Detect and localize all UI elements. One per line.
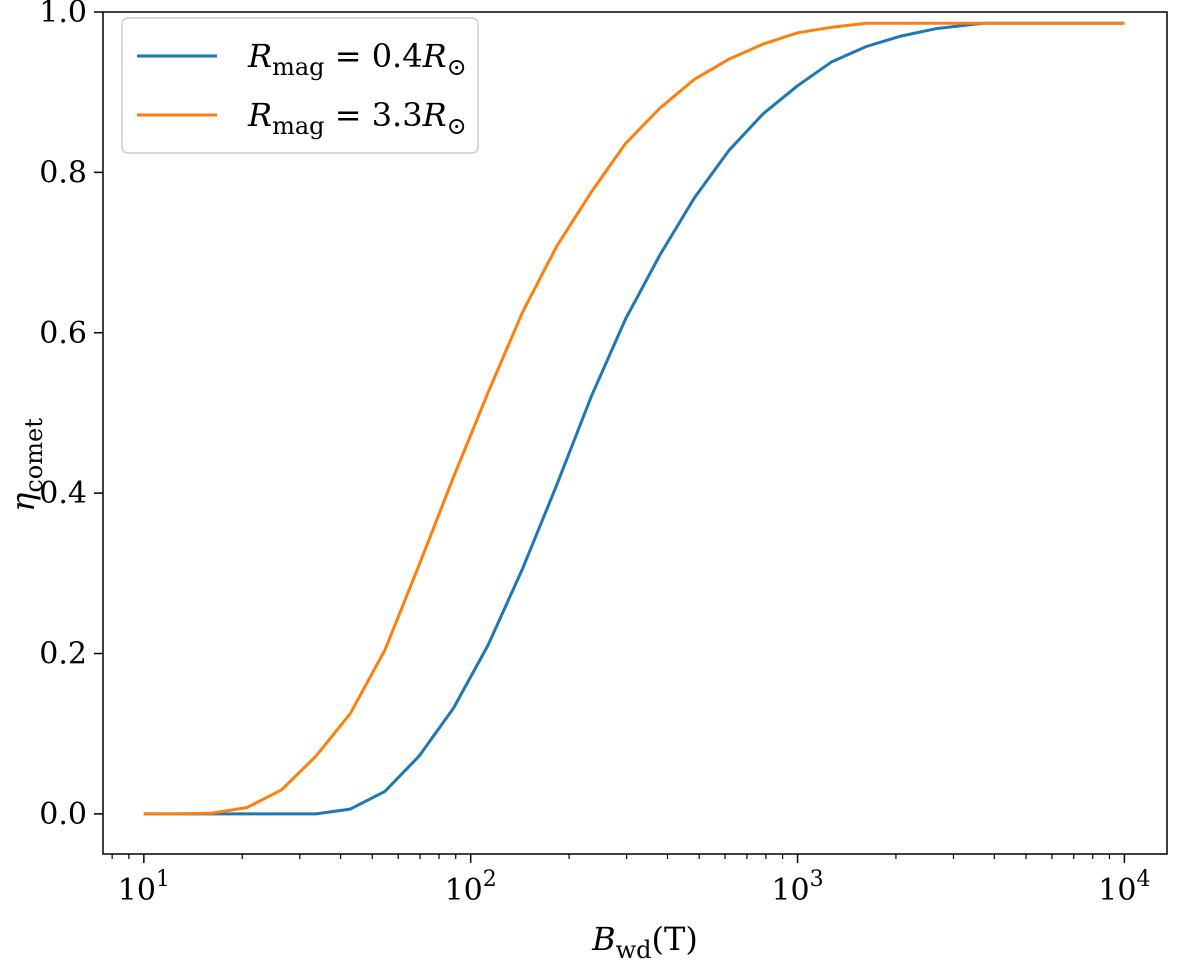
y-axis-label: ηcomet	[4, 418, 48, 512]
plot-area: 101 102 103 104 0.0 0.2 0.4 0.6 0.8 1.0	[39, 0, 1168, 908]
legend-entry-1-main: R	[247, 96, 272, 134]
series-lines	[143, 21, 1125, 816]
legend-entry-0-sub: mag	[272, 53, 324, 81]
legend-frame	[121, 17, 479, 154]
legend-entry-1-sun: ⊙	[447, 112, 467, 140]
legend-entry-1: Rmag = 3.3R⊙	[247, 96, 467, 140]
x-tick-label: 101	[118, 867, 170, 908]
y-tick-label: 0.6	[39, 316, 87, 351]
y-tick-label: 1.0	[39, 0, 87, 30]
y-tick-label: 0.8	[39, 155, 87, 190]
y-tick-label: 0.4	[39, 476, 87, 511]
x-axis-label-main: B	[591, 920, 616, 958]
legend-entry-0: Rmag = 0.4R⊙	[247, 37, 467, 81]
y-axis-label-sub: comet	[20, 418, 48, 493]
legend-entry-0-main: R	[247, 37, 272, 75]
legend-entry-1-sub: mag	[272, 112, 324, 140]
legend: Rmag = 0.4R⊙ Rmag = 3.3R⊙	[121, 17, 479, 154]
x-tick-label: 102	[445, 867, 497, 908]
x-tick-label: 103	[771, 867, 823, 908]
x-tick-label: 104	[1098, 867, 1150, 908]
legend-entry-0-r: R	[422, 37, 447, 75]
y-tick-label: 0.2	[39, 637, 87, 672]
legend-entry-0-eq: = 0.4	[325, 37, 423, 75]
y-tick-label: 0.0	[39, 797, 87, 832]
series-line-1	[143, 21, 1125, 816]
svg-text:ηcomet: ηcomet	[4, 418, 48, 512]
x-axis-label: Bwd(T)	[591, 920, 698, 962]
y-axis-label-main: η	[4, 493, 42, 512]
x-minor-ticks	[111, 854, 1111, 859]
legend-entry-0-sun: ⊙	[447, 53, 467, 81]
x-axis-label-sub: wd	[616, 936, 652, 962]
legend-entry-1-eq: = 3.3	[325, 96, 423, 134]
x-axis: 101 102 103 104	[118, 854, 1150, 908]
y-axis: 0.0 0.2 0.4 0.6 0.8 1.0	[39, 0, 103, 832]
x-axis-label-unit: (T)	[652, 920, 698, 958]
svg-text:Bwd(T): Bwd(T)	[591, 920, 698, 962]
plot-frame	[102, 11, 1168, 855]
series-line-0	[143, 21, 1125, 816]
legend-entry-1-r: R	[422, 96, 447, 134]
